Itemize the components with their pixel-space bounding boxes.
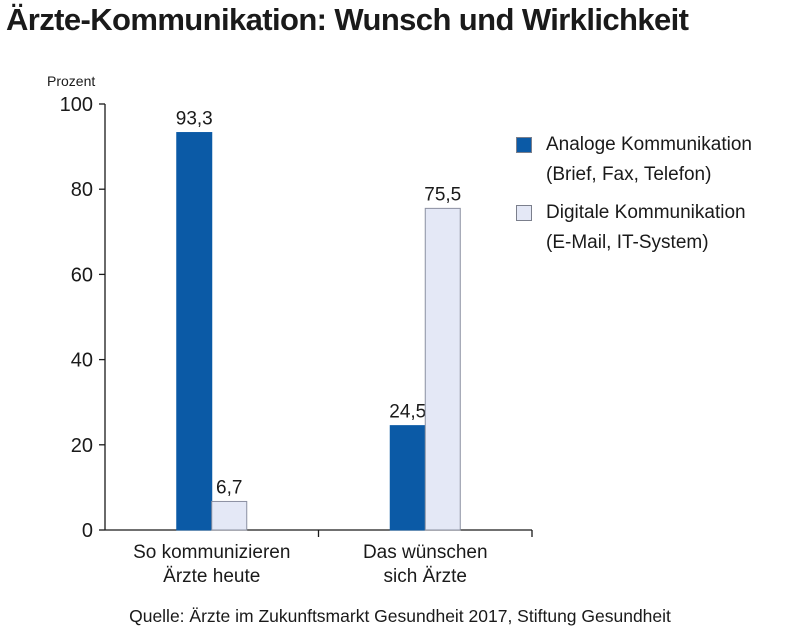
data-label-analog-0: 93,3 [176,109,213,130]
legend: Analoge Kommunikation (Brief, Fax, Telef… [516,130,752,266]
bar-analog-0 [176,132,213,531]
legend-item-analog: Analoge Kommunikation (Brief, Fax, Telef… [516,130,752,190]
y-tick-label-0: 0 [82,520,93,542]
legend-sublabel-analog: (Brief, Fax, Telefon) [546,164,712,185]
data-label-digital-0: 6,7 [216,477,242,498]
source-note: Quelle: Ärzte im Zukunftsmarkt Gesundhei… [129,606,671,626]
category-label-0-line-0: So kommunizieren [133,542,290,563]
legend-label-analog: Analoge Kommunikation [546,134,752,155]
category-label-0-line-1: Ärzte heute [163,566,260,587]
legend-swatch-analog [516,137,532,153]
data-label-digital-1: 75,5 [424,184,461,205]
y-tick-label-20: 20 [71,435,93,457]
legend-sublabel-digital: (E-Mail, IT-System) [546,232,709,253]
y-tick-label-80: 80 [71,179,93,201]
bar-digital-1 [424,207,461,531]
y-tick-label-40: 40 [71,350,93,372]
category-label-1-line-0: Das wünschen [363,542,488,563]
category-label-1-line-1: sich Ärzte [384,566,467,587]
bar-analog-1 [389,425,426,531]
y-tick-label-100: 100 [60,94,93,116]
chart-title: Ärzte-Kommunikation: Wunsch und Wirklich… [6,2,689,37]
y-axis-label: Prozent [47,73,95,89]
legend-swatch-digital [516,205,532,221]
legend-item-digital: Digitale Kommunikation (E-Mail, IT-Syste… [516,198,752,258]
bar-digital-0 [211,500,248,531]
y-tick-label-60: 60 [71,264,93,286]
bar-chart: 0 20 40 60 80 100 Prozent 93,3 6,7 So kommunizier… [47,73,533,587]
legend-label-digital: Digitale Kommunikation [546,202,746,223]
data-label-analog-1: 24,5 [389,402,426,423]
